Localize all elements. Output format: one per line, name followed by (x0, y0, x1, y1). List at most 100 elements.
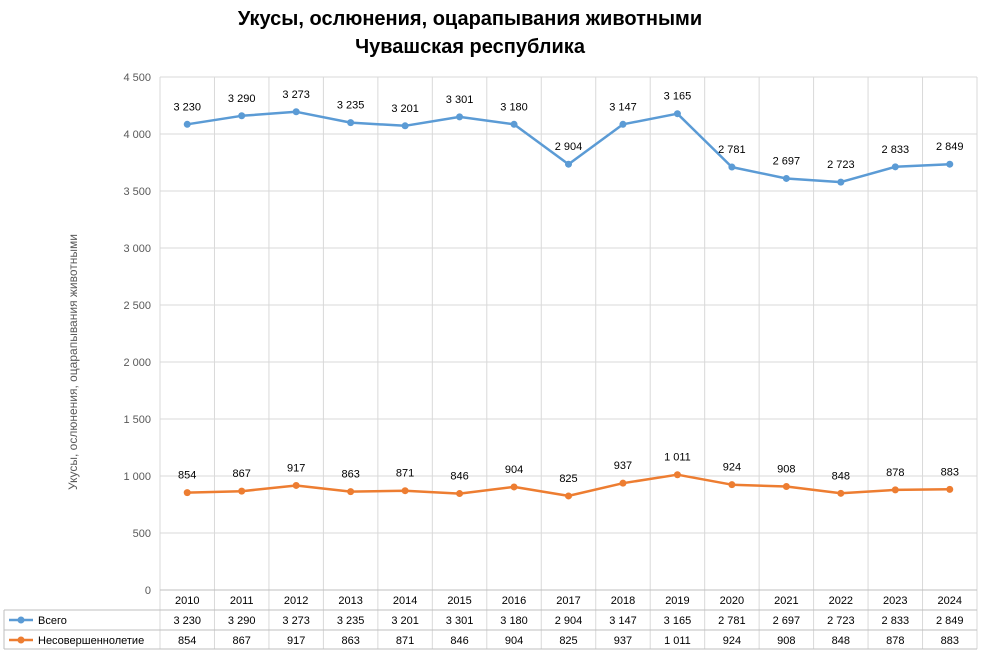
legend-swatch-marker (17, 636, 25, 644)
data-point (510, 483, 518, 491)
table-cell: 3 165 (664, 615, 692, 627)
y-tick-label: 3 500 (123, 186, 151, 198)
x-tick-label: 2023 (883, 595, 907, 607)
data-label: 863 (341, 469, 359, 481)
data-point (347, 119, 355, 127)
data-label: 917 (287, 462, 305, 474)
data-label: 2 723 (827, 159, 855, 171)
data-point (347, 488, 355, 496)
data-label: 1 011 (664, 452, 691, 464)
data-label: 3 290 (228, 93, 256, 105)
table-cell: 3 201 (391, 615, 419, 627)
data-point (728, 163, 736, 171)
table-cell: 2 904 (555, 615, 583, 627)
data-point (782, 482, 790, 490)
data-point (946, 485, 954, 493)
y-tick-label: 3 000 (123, 243, 151, 255)
x-tick-label: 2018 (611, 595, 635, 607)
x-tick-label: 2012 (284, 595, 308, 607)
table-cell: 1 011 (664, 635, 691, 647)
data-label: 883 (941, 466, 959, 478)
x-tick-label: 2016 (502, 595, 526, 607)
table-cell: 2 781 (718, 615, 746, 627)
table-cell: 863 (341, 635, 359, 647)
data-label: 924 (723, 462, 741, 474)
data-point (456, 113, 464, 121)
data-label: 937 (614, 460, 632, 472)
table-cell: 867 (233, 635, 251, 647)
table-cell: 908 (777, 635, 795, 647)
chart-subtitle: Чувашская республика (355, 36, 585, 58)
table-cell: 904 (505, 635, 523, 647)
data-point (673, 471, 681, 479)
data-point (782, 174, 790, 182)
table-cell: 846 (450, 635, 468, 647)
y-tick-label: 500 (133, 528, 151, 540)
data-point (565, 160, 572, 168)
data-point (619, 479, 627, 487)
x-tick-label: 2021 (774, 595, 798, 607)
data-label: 908 (777, 463, 795, 475)
data-point (837, 489, 845, 497)
table-cell: 825 (559, 635, 577, 647)
table-cell: 3 235 (337, 615, 365, 627)
data-label: 3 230 (173, 101, 201, 113)
x-tick-label: 2024 (938, 595, 962, 607)
data-point (891, 486, 899, 494)
data-label: 3 147 (609, 101, 637, 113)
y-tick-label: 1 000 (123, 471, 151, 483)
table-cell: 937 (614, 635, 632, 647)
data-label: 3 180 (500, 101, 528, 113)
table-cell: 3 147 (609, 615, 637, 627)
table-cell: 854 (178, 635, 196, 647)
table-cell: 3 273 (282, 615, 310, 627)
data-label: 3 201 (391, 103, 419, 115)
table-cell: 924 (723, 635, 741, 647)
x-tick-label: 2014 (393, 595, 417, 607)
data-point (728, 481, 736, 489)
data-label: 878 (886, 467, 904, 479)
x-tick-label: 2017 (556, 595, 580, 607)
data-label: 904 (505, 464, 523, 476)
y-tick-label: 4 500 (123, 72, 151, 84)
y-tick-label: 2 000 (123, 357, 151, 369)
data-point (401, 122, 409, 130)
data-point (510, 120, 518, 128)
table-cell: 3 180 (500, 615, 528, 627)
table-cell: 3 290 (228, 615, 256, 627)
legend-swatch-marker (17, 616, 25, 624)
table-cell: 883 (941, 635, 959, 647)
chart-title: Укусы, ослюнения, оцарапывания животными (237, 8, 703, 30)
table-cell: 2 723 (827, 615, 855, 627)
x-tick-label: 2022 (829, 595, 853, 607)
legend-label: Несовершеннолетие (38, 635, 144, 647)
table-cell: 3 301 (446, 615, 474, 627)
y-tick-label: 0 (145, 585, 151, 597)
data-point (673, 110, 681, 118)
data-point (837, 178, 845, 186)
data-label: 867 (233, 468, 251, 480)
x-tick-label: 2015 (447, 595, 471, 607)
data-point (946, 160, 954, 168)
data-point (183, 120, 191, 128)
x-tick-label: 2019 (665, 595, 689, 607)
data-label: 3 273 (282, 89, 310, 101)
data-label: 846 (450, 471, 468, 483)
y-axis-title: Укусы, ослюнения, оцарапывания животными (66, 234, 80, 490)
data-label: 2 904 (555, 141, 583, 153)
data-point (183, 489, 191, 497)
y-tick-label: 2 500 (123, 300, 151, 312)
table-cell: 3 230 (173, 615, 201, 627)
x-tick-label: 2013 (338, 595, 362, 607)
data-label: 2 849 (936, 141, 964, 153)
y-tick-label: 4 000 (123, 129, 151, 141)
table-cell: 2 833 (882, 615, 910, 627)
data-point (891, 163, 899, 171)
data-point (238, 487, 246, 495)
table-cell: 848 (832, 635, 850, 647)
legend-label: Всего (38, 615, 67, 627)
y-tick-label: 1 500 (123, 414, 151, 426)
data-label: 825 (559, 473, 577, 485)
data-point (292, 481, 300, 489)
